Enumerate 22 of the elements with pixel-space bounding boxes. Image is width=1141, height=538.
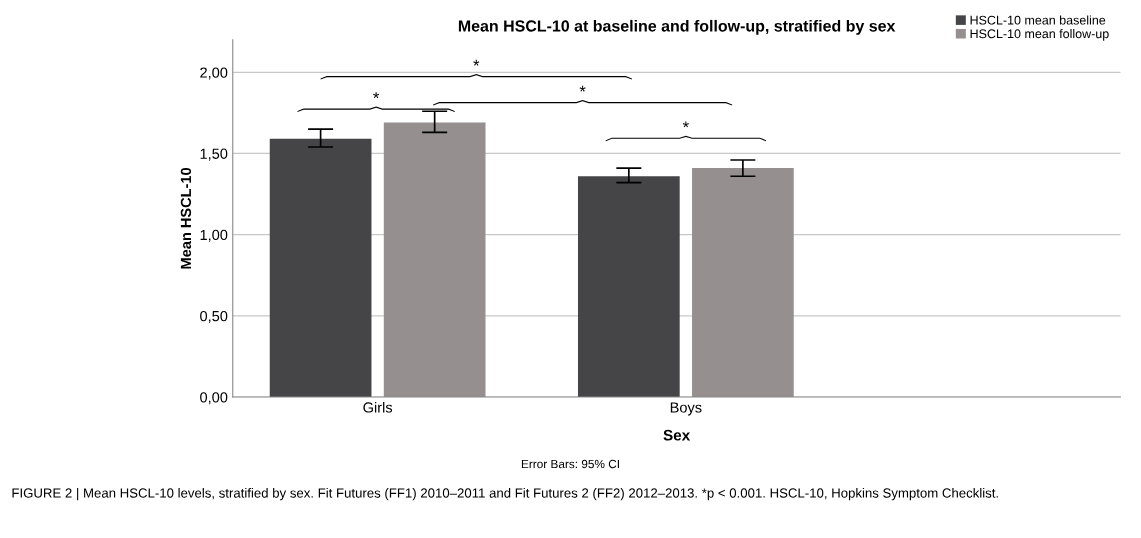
caption: FIGURE 2 | Mean HSCL-10 levels, stratified by sex. Fit Futures (FF1) 2010–2011 and Fit Futures 2 (FF2) 2012–2013. *p < 0.001. HSCL-10, Hopkins Symptom Checklist. [12,488,998,501]
x-axis-title: Sex [663,429,691,441]
bar [383,122,486,398]
annotation: * [473,59,480,66]
y-tick-label: 2,00 [200,67,228,80]
annotation: * [579,85,586,92]
chart-title: Mean HSCL-10 at baseline and follow-up, stratified by sex [458,19,896,35]
bar [692,168,794,398]
bar [269,138,372,398]
legend-label: HSCL-10 mean baseline [970,15,1106,25]
annotation: * [373,92,380,99]
y-tick-label: 1,00 [200,229,228,242]
annotation: * [682,121,689,128]
x-tick-label: Girls [363,401,393,413]
text: Error Bars: 95% CI [521,459,619,469]
y-axis-title: Mean HSCL-10 [180,167,192,269]
y-tick-label: 0,50 [200,310,228,324]
bar [577,176,680,398]
y-tick-label: 0,00 [200,392,228,405]
legend-label: HSCL-10 mean follow-up [970,29,1109,41]
x-tick-label: Boys [670,402,702,416]
y-tick-label: 1,50 [200,148,228,161]
